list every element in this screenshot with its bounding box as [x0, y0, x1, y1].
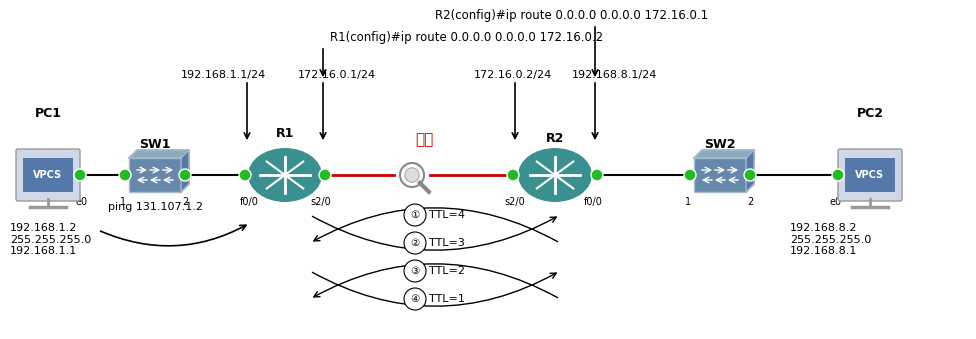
FancyBboxPatch shape	[23, 158, 73, 192]
Text: 172.16.0.1/24: 172.16.0.1/24	[298, 70, 376, 80]
Text: ④: ④	[410, 294, 420, 304]
FancyBboxPatch shape	[838, 149, 902, 201]
Circle shape	[404, 204, 426, 226]
Text: 192.168.8.1/24: 192.168.8.1/24	[572, 70, 658, 80]
Circle shape	[507, 169, 519, 181]
Polygon shape	[129, 150, 189, 158]
Text: PC1: PC1	[34, 107, 61, 120]
Text: 抓包: 抓包	[415, 132, 433, 147]
Circle shape	[744, 169, 756, 181]
Circle shape	[404, 260, 426, 282]
Text: f0/0: f0/0	[239, 197, 259, 207]
Text: 172.16.0.2/24: 172.16.0.2/24	[474, 70, 552, 80]
Circle shape	[400, 163, 424, 187]
Text: SW1: SW1	[140, 138, 171, 151]
Text: R2(config)#ip route 0.0.0.0 0.0.0.0 172.16.0.1: R2(config)#ip route 0.0.0.0 0.0.0.0 172.…	[435, 9, 709, 22]
Circle shape	[319, 169, 331, 181]
Circle shape	[74, 169, 86, 181]
Circle shape	[405, 168, 420, 182]
Circle shape	[591, 169, 603, 181]
Text: TTL=2: TTL=2	[429, 266, 465, 276]
Text: 1: 1	[685, 197, 691, 207]
Text: ③: ③	[410, 266, 420, 276]
Polygon shape	[746, 150, 754, 192]
Text: 2: 2	[182, 197, 188, 207]
Text: R1: R1	[276, 127, 294, 140]
Text: VPCS: VPCS	[33, 170, 62, 180]
Text: f0/0: f0/0	[584, 197, 602, 207]
Circle shape	[239, 169, 251, 181]
Text: 192.168.8.2
255.255.255.0
192.168.8.1: 192.168.8.2 255.255.255.0 192.168.8.1	[790, 223, 872, 256]
Text: 1: 1	[120, 197, 126, 207]
Text: R1(config)#ip route 0.0.0.0 0.0.0.0 172.16.0.2: R1(config)#ip route 0.0.0.0 0.0.0.0 172.…	[330, 32, 603, 44]
Text: VPCS: VPCS	[855, 170, 884, 180]
Text: TTL=3: TTL=3	[429, 238, 465, 248]
Circle shape	[179, 169, 191, 181]
Circle shape	[119, 169, 131, 181]
Ellipse shape	[247, 147, 323, 203]
FancyBboxPatch shape	[129, 158, 181, 192]
Polygon shape	[181, 150, 189, 192]
Text: R2: R2	[546, 132, 564, 145]
Text: TTL=4: TTL=4	[429, 210, 465, 220]
Text: 192.168.1.1/24: 192.168.1.1/24	[181, 70, 265, 80]
Text: ping 131.107.1.2: ping 131.107.1.2	[108, 202, 203, 212]
Text: e0: e0	[830, 197, 842, 207]
Ellipse shape	[517, 147, 593, 203]
Text: SW2: SW2	[705, 138, 736, 151]
FancyBboxPatch shape	[16, 149, 80, 201]
Text: 192.168.1.2
255.255.255.0
192.168.1.1: 192.168.1.2 255.255.255.0 192.168.1.1	[10, 223, 91, 256]
Text: PC2: PC2	[857, 107, 883, 120]
Text: TTL=1: TTL=1	[429, 294, 465, 304]
Text: 2: 2	[747, 197, 753, 207]
Circle shape	[832, 169, 844, 181]
FancyBboxPatch shape	[694, 158, 746, 192]
Text: s2/0: s2/0	[505, 197, 525, 207]
Circle shape	[684, 169, 696, 181]
Circle shape	[404, 232, 426, 254]
Polygon shape	[694, 150, 754, 158]
FancyBboxPatch shape	[845, 158, 895, 192]
Text: ①: ①	[410, 210, 420, 220]
Text: ②: ②	[410, 238, 420, 248]
Text: e0: e0	[76, 197, 88, 207]
Circle shape	[404, 288, 426, 310]
Text: s2/0: s2/0	[310, 197, 332, 207]
